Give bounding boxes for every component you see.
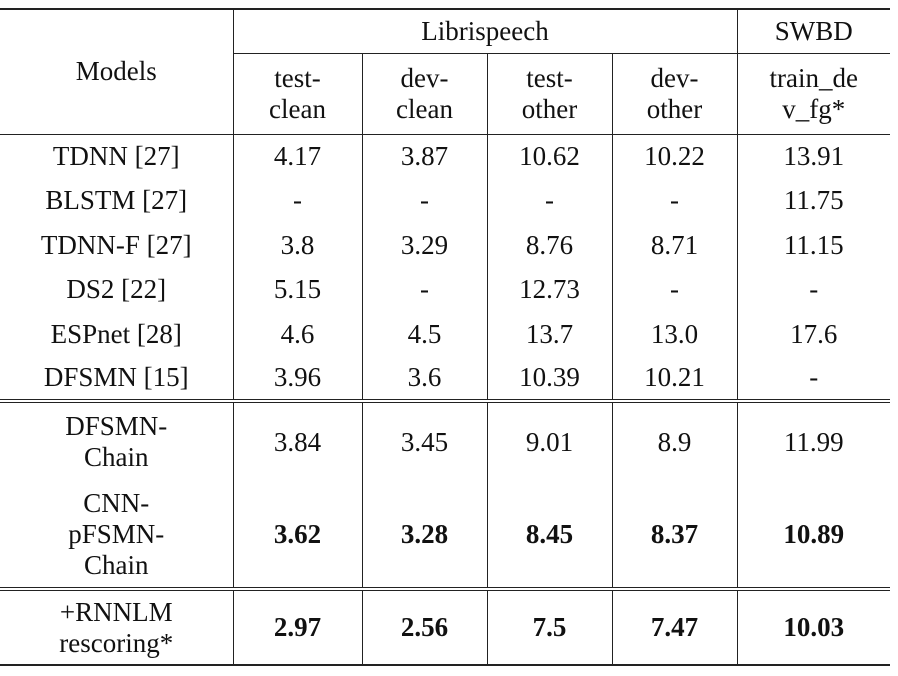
cell-line: Chain bbox=[84, 549, 149, 580]
cell-line: TDNN [27] bbox=[52, 140, 180, 171]
data-row: DFSMN [15] 3.96 3.6 10.39 10.21- bbox=[0, 356, 891, 403]
model-name: ESPnet [28] bbox=[0, 312, 233, 356]
value-cell: - bbox=[361, 178, 487, 223]
data-row: TDNN-F [27] 3.8 3.29 8.76 8.71 11.15 bbox=[0, 223, 891, 267]
value-cell: - bbox=[232, 178, 362, 223]
value-cell: 8.76 bbox=[486, 223, 612, 267]
cell-line: dev- bbox=[650, 62, 699, 93]
value-cell: - bbox=[486, 178, 612, 223]
value-cell: 7.5 bbox=[486, 589, 612, 665]
data-row: BLSTM [27] - - - -11.75 bbox=[0, 178, 891, 223]
value-cell: 10.03 bbox=[736, 589, 891, 665]
cell-line: CNN- bbox=[83, 487, 150, 518]
data-row: +RNNLM rescoring* 2.97 2.56 7.5 7.47 10.03 bbox=[0, 589, 891, 665]
header-row: Models Librispeech SWBD bbox=[0, 9, 891, 135]
value-cell: - bbox=[736, 356, 891, 403]
value-cell: 5.15 bbox=[232, 267, 362, 312]
value-cell: 7.47 bbox=[611, 589, 738, 665]
value-cell: - bbox=[736, 267, 891, 312]
data-row: CNN-pFSMN- Chain 3.62 3.28 8.45 8.37 10.89 bbox=[0, 481, 891, 591]
value-cell: 8.37 bbox=[611, 481, 738, 591]
cell-line: DS2 [22] bbox=[66, 274, 167, 304]
value-cell: 8.71 bbox=[611, 223, 738, 267]
cell-line: clean bbox=[396, 93, 453, 124]
model-name: DFSMN [15] bbox=[0, 356, 233, 403]
data-row: DFSMN- Chain 3.84 3.45 9.01 8.9 11.99 bbox=[0, 401, 891, 481]
cell-line: TDNN-F [27] bbox=[40, 229, 192, 260]
cell-line: BLSTM [27] bbox=[45, 185, 188, 215]
model-name: TDNN-F [27] bbox=[0, 223, 233, 267]
value-cell: 4.6 bbox=[232, 312, 362, 356]
value-cell: 3.6 bbox=[361, 356, 487, 403]
value-cell: 13.0 bbox=[611, 312, 738, 356]
data-row: ESPnet [28] 4.6 4.5 13.7 13.0 17.6 bbox=[0, 312, 891, 356]
group-header: Librispeech bbox=[232, 9, 738, 54]
column-header: train_de v_fg* bbox=[736, 53, 891, 135]
value-cell: 3.8 bbox=[232, 223, 362, 267]
table-body: Models Librispeech SWBD test-clean dev-clean… bbox=[0, 9, 891, 665]
cell-line: pFSMN- bbox=[68, 518, 165, 549]
value-cell: 2.56 bbox=[361, 589, 487, 665]
value-cell: 10.39 bbox=[486, 356, 612, 403]
model-name: CNN-pFSMN- Chain bbox=[0, 481, 233, 591]
value-cell: 3.96 bbox=[232, 356, 362, 403]
value-cell: 9.01 bbox=[486, 401, 612, 481]
value-cell: 11.99 bbox=[736, 401, 891, 481]
cell-line: ESPnet [28] bbox=[50, 318, 182, 349]
model-name: TDNN [27] bbox=[0, 134, 233, 178]
cell-line: DFSMN [15] bbox=[43, 362, 189, 392]
column-header: test-other bbox=[486, 53, 612, 135]
cell-line: DFSMN- bbox=[65, 411, 168, 441]
cell-line: Chain bbox=[84, 442, 149, 472]
value-cell: 3.29 bbox=[361, 223, 487, 267]
value-cell: 3.28 bbox=[361, 481, 487, 591]
value-cell: 3.62 bbox=[232, 481, 362, 591]
results-table: Models Librispeech SWBD test-clean dev-clean… bbox=[0, 8, 891, 666]
value-cell: 8.45 bbox=[486, 481, 612, 591]
value-cell: 10.62 bbox=[486, 134, 612, 178]
model-name: BLSTM [27] bbox=[0, 178, 233, 223]
column-header: test-clean bbox=[232, 53, 362, 135]
data-row: DS2 [22] 5.15-12.73- - bbox=[0, 267, 891, 312]
value-cell: 3.45 bbox=[361, 401, 487, 481]
value-cell: 13.7 bbox=[486, 312, 612, 356]
cell-line: other bbox=[646, 93, 703, 124]
value-cell: 13.91 bbox=[736, 134, 891, 178]
data-row: TDNN [27] 4.17 3.87 10.62 10.22 13.91 bbox=[0, 134, 891, 178]
cell-line: test- bbox=[274, 62, 321, 93]
value-cell: 3.84 bbox=[232, 401, 362, 481]
value-cell: 2.97 bbox=[232, 589, 362, 665]
model-name: DS2 [22] bbox=[0, 267, 233, 312]
value-cell: - bbox=[361, 267, 487, 312]
cell-line: v_fg* bbox=[782, 93, 846, 124]
cell-line: clean bbox=[269, 93, 326, 124]
value-cell: 17.6 bbox=[736, 312, 891, 356]
cell-line: other bbox=[521, 93, 578, 124]
model-name: +RNNLM rescoring* bbox=[0, 589, 233, 665]
value-cell: 4.5 bbox=[361, 312, 487, 356]
header-row: test-clean dev-clean test-other dev-other tr… bbox=[0, 53, 891, 135]
value-cell: 10.89 bbox=[736, 481, 891, 591]
value-cell: 10.21 bbox=[611, 356, 738, 403]
column-header: dev-clean bbox=[361, 53, 487, 135]
value-cell: - bbox=[611, 267, 738, 312]
cell-line: +RNNLM bbox=[59, 596, 173, 627]
cell-line: train_de bbox=[769, 62, 858, 93]
group-header: SWBD bbox=[736, 9, 891, 54]
models-header: Models bbox=[0, 9, 233, 135]
value-cell: 11.75 bbox=[736, 178, 891, 223]
model-name: DFSMN- Chain bbox=[0, 401, 233, 481]
value-cell: 11.15 bbox=[736, 223, 891, 267]
value-cell: 12.73 bbox=[486, 267, 612, 312]
cell-line: test- bbox=[526, 62, 573, 93]
value-cell: 8.9 bbox=[611, 401, 738, 481]
value-cell: 3.87 bbox=[361, 134, 487, 178]
value-cell: - bbox=[611, 178, 738, 223]
cell-line: rescoring* bbox=[59, 627, 174, 658]
cell-line: dev- bbox=[400, 62, 449, 93]
column-header: dev-other bbox=[611, 53, 738, 135]
value-cell: 4.17 bbox=[232, 134, 362, 178]
value-cell: 10.22 bbox=[611, 134, 738, 178]
